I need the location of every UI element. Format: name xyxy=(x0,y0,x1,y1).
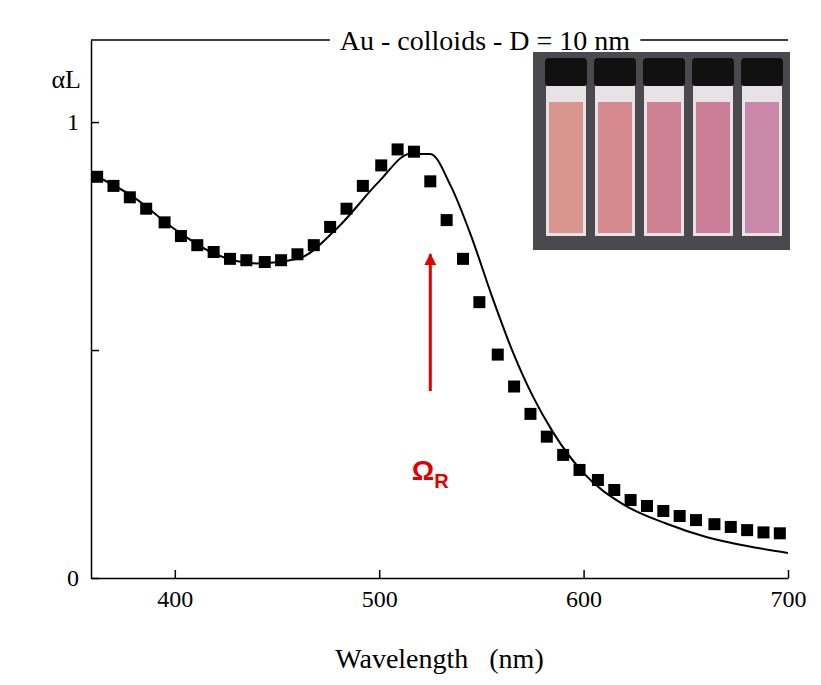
y-tick-label: 0 xyxy=(67,565,79,591)
cuvette-cap xyxy=(741,58,783,86)
x-tick-label: 600 xyxy=(566,586,602,612)
y-tick xyxy=(91,350,99,351)
x-axis: 400 500 600 700 xyxy=(92,570,807,612)
data-point xyxy=(641,500,653,512)
y-tick-mark xyxy=(91,350,99,352)
cuvette-liquid xyxy=(745,102,779,233)
x-tick-label: 700 xyxy=(771,586,807,612)
data-point xyxy=(408,146,420,158)
y-tick: 0 xyxy=(67,565,99,591)
data-point xyxy=(541,431,553,443)
data-point xyxy=(473,296,485,308)
title: Au - colloids - D = 10 nm xyxy=(340,25,631,56)
theory-curve xyxy=(93,154,788,553)
photo-background xyxy=(533,52,790,250)
chart: 40050060070001Au - colloids - D = 10 nmα… xyxy=(0,0,821,685)
x-axis-title: Wavelength (nm) xyxy=(335,643,543,674)
data-point xyxy=(492,349,504,361)
y-tick-mark xyxy=(91,578,99,580)
y-axis-title: αL xyxy=(51,65,81,94)
cuvette xyxy=(546,86,586,236)
x-tick-label: 500 xyxy=(362,586,398,612)
x-axis-line xyxy=(92,578,789,580)
x-tick: 500 xyxy=(362,570,398,612)
cuvette xyxy=(742,86,782,236)
cuvette-liquid xyxy=(696,102,730,233)
data-point xyxy=(608,484,620,496)
data-point xyxy=(375,159,387,171)
cuvette xyxy=(595,86,635,236)
cuvette-cap xyxy=(692,58,734,86)
y-tick-mark xyxy=(91,122,99,124)
data-point xyxy=(441,214,453,226)
annotation: ΩR xyxy=(412,455,449,492)
frame-top xyxy=(91,39,330,41)
x-tick-mark xyxy=(788,570,790,578)
annotation-text: Ω xyxy=(412,455,434,486)
data-point xyxy=(757,526,769,538)
data-point xyxy=(774,527,786,539)
data-point xyxy=(725,521,737,533)
data-point xyxy=(708,518,720,530)
data-point xyxy=(424,175,436,187)
inset-photo xyxy=(533,52,790,250)
x-tick: 400 xyxy=(157,570,193,612)
annotation-arrow xyxy=(429,254,432,391)
data-point xyxy=(240,254,252,266)
y-tick-label: 1 xyxy=(67,109,79,135)
data-point xyxy=(392,143,404,155)
x-tick-label: 400 xyxy=(157,586,193,612)
data-point xyxy=(508,381,520,393)
data-point xyxy=(657,505,669,517)
data-point xyxy=(457,253,469,265)
x-tick-mark xyxy=(583,570,585,578)
annotation-subscript: R xyxy=(434,470,449,492)
cuvette-liquid xyxy=(647,102,681,233)
y-axis: 01 xyxy=(67,41,99,592)
cuvette-cap xyxy=(545,58,587,86)
x-tick-mark xyxy=(379,570,381,578)
data-point xyxy=(690,514,702,526)
data-point xyxy=(674,510,686,522)
x-tick-mark xyxy=(175,570,177,578)
cuvette-liquid xyxy=(549,102,583,233)
data-point xyxy=(524,408,536,420)
data-point xyxy=(625,494,637,506)
plot-area xyxy=(91,143,788,553)
cuvette-cap xyxy=(643,58,685,86)
x-tick: 700 xyxy=(771,570,807,612)
cuvette xyxy=(693,86,733,236)
cuvette-cap xyxy=(594,58,636,86)
cuvette-liquid xyxy=(598,102,632,233)
y-axis-line xyxy=(91,41,93,579)
y-tick: 1 xyxy=(67,109,99,135)
frame-top xyxy=(640,39,788,41)
data-point xyxy=(741,524,753,536)
cuvette xyxy=(644,86,684,236)
data-point xyxy=(357,180,369,192)
x-tick: 600 xyxy=(566,570,602,612)
